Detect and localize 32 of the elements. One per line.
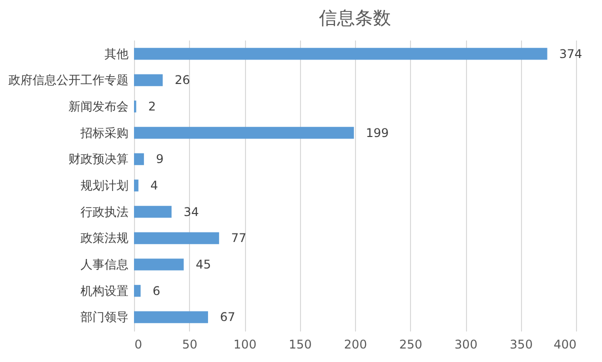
x-tick-label: 0 — [134, 338, 142, 352]
chart-title: 信息条数 — [319, 8, 391, 29]
y-tick-label: 机构设置 — [80, 284, 128, 298]
y-tick-label: 招标采购 — [80, 126, 128, 140]
x-tick-label: 400 — [554, 338, 576, 352]
data-label: 26 — [174, 73, 190, 88]
x-tick-label: 100 — [234, 338, 256, 352]
data-label: 6 — [152, 284, 160, 298]
y-tick-label: 财政预决算 — [68, 152, 128, 166]
x-tick-label: 250 — [399, 338, 422, 352]
data-label: 4 — [150, 178, 158, 192]
y-tick-label: 新闻发布会 — [68, 99, 128, 114]
x-tick-label: 50 — [182, 338, 198, 352]
x-tick-label: 350 — [510, 338, 533, 352]
data-label: 45 — [196, 258, 212, 272]
y-tick-label: 政府信息公开工作专题 — [8, 73, 128, 88]
data-label: 67 — [220, 310, 236, 324]
data-label: 374 — [559, 46, 582, 61]
data-label: 9 — [156, 152, 164, 166]
data-label: 2 — [148, 99, 156, 114]
y-tick-label: 人事信息 — [80, 258, 128, 272]
data-label: 77 — [231, 231, 246, 246]
x-tick-label: 150 — [288, 338, 312, 352]
data-label: 34 — [184, 204, 199, 219]
y-tick-label: 政策法规 — [80, 231, 128, 246]
x-tick-label: 200 — [344, 338, 367, 352]
x-tick-label: 300 — [454, 338, 478, 352]
y-tick-label: 其他 — [104, 46, 128, 61]
y-tick-label: 部门领导 — [80, 310, 128, 324]
y-tick-label: 规划计划 — [80, 178, 128, 192]
y-tick-label: 行政执法 — [80, 204, 128, 219]
data-label: 199 — [366, 126, 389, 140]
